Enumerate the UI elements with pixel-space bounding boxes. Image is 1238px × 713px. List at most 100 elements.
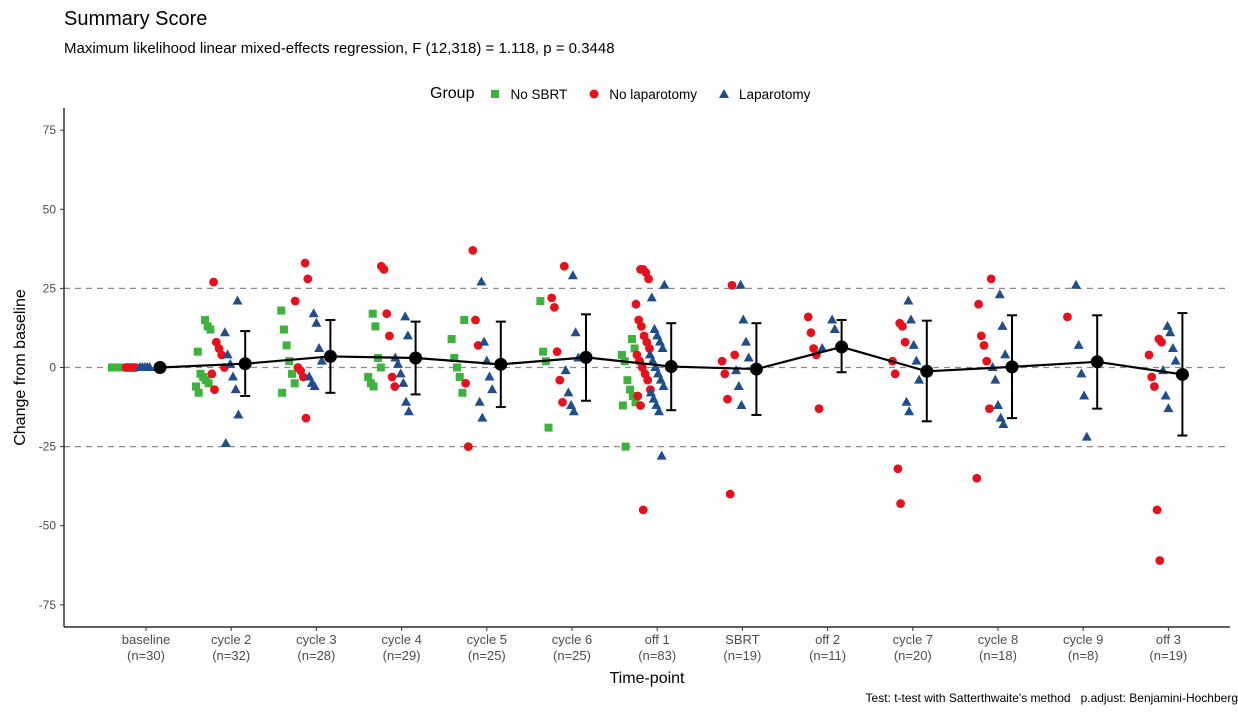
- x-tick-label: cycle 5: [467, 632, 507, 647]
- chart-subtitle: Maximum likelihood linear mixed-effects …: [64, 40, 615, 57]
- mean-point: [749, 362, 763, 376]
- x-tick-n-label: (n=20): [894, 648, 932, 663]
- data-point-laparotomy: [906, 314, 916, 324]
- mean-point: [409, 351, 423, 365]
- data-point-laparotomy: [144, 362, 155, 371]
- x-tick-n-label: (n=19): [723, 648, 761, 663]
- data-point-no-laparotomy: [645, 344, 654, 353]
- data-point-no-laparotomy: [555, 375, 565, 385]
- data-point-laparotomy: [736, 399, 747, 409]
- data-point-no-sbrt: [627, 335, 636, 344]
- reference-lines: [64, 287, 1230, 448]
- data-point-laparotomy: [400, 311, 411, 321]
- x-tick-n-label: (n=11): [809, 648, 846, 663]
- x-tick-label: cycle 4: [381, 632, 421, 647]
- data-point-laparotomy: [1160, 390, 1171, 400]
- mean-point: [579, 350, 593, 364]
- data-point-no-laparotomy: [803, 312, 813, 322]
- data-point-no-laparotomy: [468, 246, 478, 255]
- data-point-no-laparotomy: [727, 280, 737, 290]
- data-point-no-laparotomy: [985, 404, 994, 414]
- x-tick-label: off 1: [645, 632, 670, 647]
- data-point-no-sbrt: [623, 376, 632, 385]
- data-point-no-laparotomy: [559, 261, 569, 271]
- chart-title: Summary Score: [64, 8, 208, 30]
- data-point-laparotomy: [474, 396, 485, 406]
- data-point-no-laparotomy: [121, 363, 131, 372]
- data-point-no-sbrt: [618, 350, 626, 359]
- data-point-laparotomy: [657, 343, 668, 353]
- data-point-no-laparotomy: [1155, 556, 1165, 565]
- data-point-laparotomy: [570, 327, 581, 337]
- data-point-laparotomy: [479, 336, 490, 346]
- data-point-no-laparotomy: [461, 378, 470, 388]
- data-point-no-laparotomy: [1152, 505, 1162, 515]
- x-tick-label: baseline: [122, 632, 170, 647]
- data-point-laparotomy: [1000, 349, 1011, 359]
- y-tick-label: -25: [39, 440, 57, 454]
- data-point-no-sbrt: [117, 363, 126, 372]
- data-point-no-sbrt: [282, 341, 291, 350]
- data-point-no-laparotomy: [900, 337, 910, 347]
- data-point-no-sbrt: [630, 344, 639, 353]
- data-point-laparotomy: [1079, 390, 1090, 400]
- data-point-laparotomy: [829, 324, 840, 334]
- data-point-no-sbrt: [371, 322, 380, 331]
- mean-point: [238, 357, 252, 371]
- data-point-laparotomy: [395, 368, 406, 378]
- data-point-no-sbrt: [621, 442, 630, 451]
- data-point-no-laparotomy: [974, 299, 983, 309]
- x-axis-label: Time-point: [610, 670, 686, 687]
- data-point-laparotomy: [733, 380, 744, 390]
- data-point-laparotomy: [401, 396, 412, 406]
- data-point-no-laparotomy: [806, 328, 816, 338]
- data-point-no-laparotomy: [390, 382, 400, 391]
- y-tick-label: 75: [43, 123, 57, 137]
- data-point-no-sbrt: [626, 385, 635, 394]
- data-point-laparotomy: [393, 358, 403, 368]
- data-point-laparotomy: [908, 339, 919, 349]
- data-point-laparotomy: [563, 387, 574, 397]
- data-point-no-laparotomy: [473, 340, 483, 350]
- mean-point: [835, 340, 849, 354]
- data-point-laparotomy: [314, 343, 325, 353]
- data-point-no-laparotomy: [982, 356, 992, 366]
- data-point-no-laparotomy: [730, 350, 740, 360]
- y-tick-label: -50: [39, 519, 57, 533]
- mean-point: [323, 349, 337, 363]
- data-point-no-sbrt: [278, 388, 287, 397]
- legend-label-laparotomy: Laparotomy: [739, 86, 811, 102]
- data-point-no-laparotomy: [976, 331, 986, 341]
- data-point-no-laparotomy: [890, 369, 900, 379]
- data-point-laparotomy: [743, 352, 754, 362]
- mean-point: [153, 361, 167, 374]
- x-tick-n-label: (n=29): [383, 648, 421, 663]
- data-point-laparotomy: [567, 270, 578, 280]
- data-point-laparotomy: [993, 399, 1003, 409]
- data-point-laparotomy: [1170, 355, 1181, 365]
- data-point-laparotomy: [568, 406, 579, 416]
- data-point-no-sbrt: [631, 398, 640, 407]
- data-point-laparotomy: [560, 365, 571, 375]
- data-point-laparotomy: [222, 349, 233, 359]
- data-point-no-laparotomy: [301, 413, 311, 423]
- data-point-no-laparotomy: [1144, 350, 1154, 360]
- legend-item-laparotomy: Laparotomy: [717, 87, 810, 102]
- data-point-no-sbrt: [453, 363, 461, 372]
- legend-triangle-icon: [719, 89, 730, 98]
- x-tick-label: cycle 6: [552, 632, 592, 647]
- data-point-laparotomy: [484, 371, 495, 381]
- data-point-no-sbrt: [193, 347, 202, 356]
- data-point-laparotomy: [990, 374, 1001, 384]
- data-point-no-sbrt: [201, 316, 209, 325]
- data-point-no-laparotomy: [552, 347, 562, 357]
- data-point-no-laparotomy: [896, 499, 905, 508]
- data-point-laparotomy: [738, 314, 749, 324]
- data-point-laparotomy: [219, 327, 230, 337]
- data-point-laparotomy: [135, 362, 145, 371]
- x-tick-label: off 2: [815, 632, 840, 647]
- data-point-no-sbrt: [450, 354, 459, 363]
- x-tick-n-label: (n=18): [979, 648, 1017, 663]
- data-point-no-laparotomy: [893, 464, 903, 474]
